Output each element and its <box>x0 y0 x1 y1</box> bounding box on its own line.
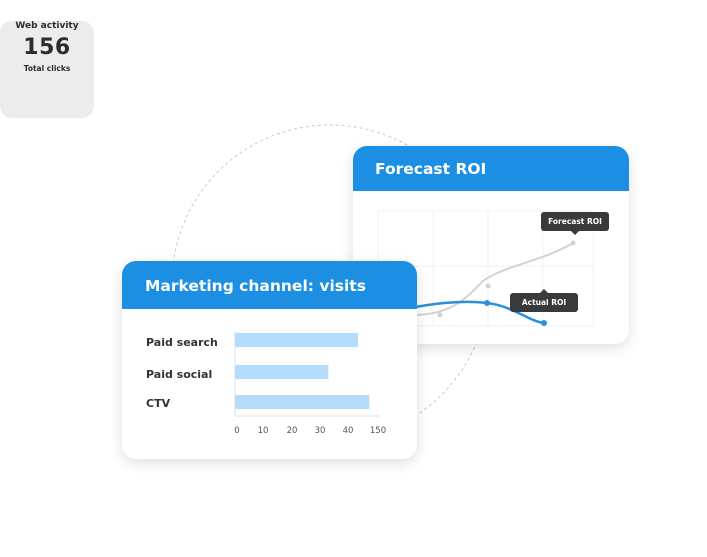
bar-ctv <box>235 395 370 409</box>
actual-roi-tooltip: Actual ROI <box>510 289 578 312</box>
web-activity-card: Web activity 156 Total clicks <box>0 21 94 118</box>
bar-label: Paid search <box>146 336 218 349</box>
bar-label: CTV <box>146 397 171 410</box>
x-tick: 30 <box>314 426 326 436</box>
x-tick: 20 <box>286 426 298 436</box>
forecast-roi-title: Forecast ROI <box>353 146 629 191</box>
total-clicks-value: 156 <box>23 35 71 60</box>
bar-paid-social <box>235 365 329 379</box>
x-tick: 10 <box>257 426 269 436</box>
total-clicks-label: Total clicks <box>23 64 71 73</box>
actual-point <box>484 300 490 306</box>
bar-chart <box>234 331 380 417</box>
x-tick: 150 <box>369 426 387 436</box>
actual-point <box>541 320 547 326</box>
forecast-point <box>437 312 443 318</box>
forecast-point <box>485 283 491 289</box>
x-tick: 40 <box>342 426 354 436</box>
forecast-roi-line <box>412 242 574 316</box>
bar-label: Paid social <box>146 368 213 381</box>
forecast-point <box>570 240 576 246</box>
marketing-channel-card: Marketing channel: visits Paid search Pa… <box>122 261 417 459</box>
web-activity-title: Web activity <box>15 21 79 31</box>
x-tick: 0 <box>234 426 240 436</box>
forecast-roi-tooltip: Forecast ROI <box>541 212 609 235</box>
bar-paid-search <box>235 333 359 347</box>
marketing-channel-title: Marketing channel: visits <box>122 261 417 309</box>
